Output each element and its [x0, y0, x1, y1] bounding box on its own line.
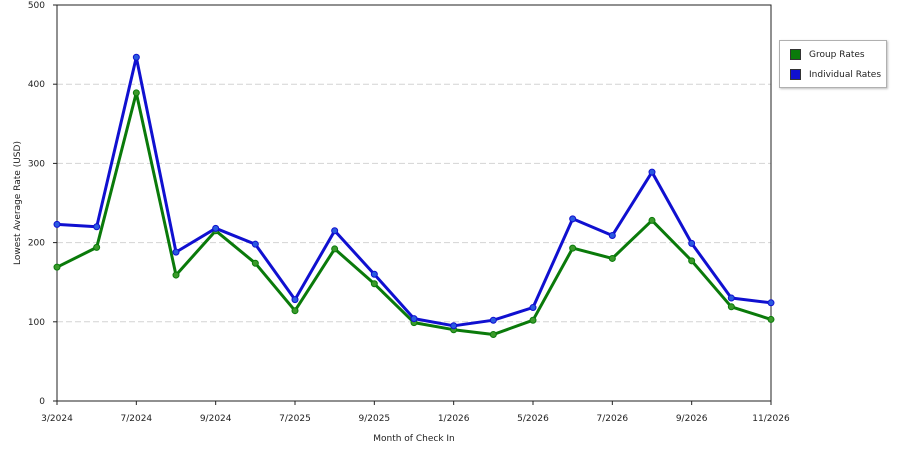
legend-swatch-group: [790, 49, 801, 60]
series-line-group-rates: [56, 91, 772, 336]
point-group-rates-15: [648, 216, 656, 224]
point-group-rates-2: [132, 89, 140, 97]
point-individual-rates-17: [727, 294, 735, 302]
x-tick-label-2: 9/2024: [200, 414, 232, 424]
y-tick-label-100: 100: [28, 318, 45, 328]
point-group-rates-18: [767, 315, 775, 323]
point-individual-rates-4: [212, 224, 220, 232]
point-group-rates-6: [291, 307, 299, 315]
point-individual-rates-9: [410, 315, 418, 323]
point-individual-rates-14: [608, 231, 616, 239]
point-individual-rates-15: [648, 168, 656, 176]
grid: [57, 83, 771, 323]
point-individual-rates-10: [450, 322, 458, 330]
point-group-rates-7: [331, 245, 339, 253]
point-group-rates-12: [529, 316, 537, 324]
point-individual-rates-6: [291, 296, 299, 304]
point-individual-rates-7: [331, 227, 339, 235]
point-group-rates-8: [370, 280, 378, 288]
axes: [53, 4, 772, 405]
x-tick-label-4: 9/2025: [358, 414, 390, 424]
y-tick-label-200: 200: [28, 239, 45, 249]
x-axis-title: Month of Check In: [373, 434, 455, 444]
x-tick-label-6: 5/2026: [517, 414, 549, 424]
y-axis-title: Lowest Average Rate (USD): [13, 141, 23, 265]
point-group-rates-0: [53, 263, 61, 271]
point-group-rates-14: [608, 254, 616, 262]
point-group-rates-3: [172, 271, 180, 279]
point-group-rates-5: [251, 259, 259, 267]
tick-labels: 0 100 200 300 400 500 3/2024 7/2024 9/2024 7/2025…: [28, 1, 790, 424]
point-group-rates-17: [727, 303, 735, 311]
y-tick-label-400: 400: [28, 80, 45, 90]
series-line-individual-rates: [56, 55, 772, 328]
x-tick-label-0: 3/2024: [41, 414, 73, 424]
point-individual-rates-13: [569, 215, 577, 223]
point-individual-rates-11: [489, 316, 497, 324]
point-individual-rates-1: [93, 223, 101, 231]
legend: Group Rates Individual Rates: [779, 40, 887, 88]
x-tick-label-9: 11/2026: [752, 414, 790, 424]
point-individual-rates-3: [172, 248, 180, 256]
legend-label-individual: Individual Rates: [809, 69, 882, 80]
plot-frame: [56, 4, 772, 402]
point-individual-rates-16: [688, 239, 696, 247]
point-individual-rates-18: [767, 299, 775, 307]
legend-item-individual: Individual Rates: [790, 69, 881, 80]
point-individual-rates-12: [529, 304, 537, 312]
x-tick-label-7: 7/2026: [596, 414, 628, 424]
point-group-rates-16: [688, 257, 696, 265]
point-individual-rates-5: [251, 240, 259, 248]
y-tick-label-500: 500: [28, 1, 45, 11]
y-tick-label-300: 300: [28, 159, 45, 169]
point-individual-rates-0: [53, 220, 61, 228]
legend-label-group: Group Rates: [809, 49, 865, 60]
y-tick-label-0: 0: [39, 397, 45, 407]
legend-swatch-individual: [790, 69, 801, 80]
point-individual-rates-8: [370, 270, 378, 278]
legend-item-group: Group Rates: [790, 49, 865, 60]
point-group-rates-11: [489, 330, 497, 338]
series-lines: [53, 53, 775, 338]
x-tick-label-5: 1/2026: [438, 414, 470, 424]
x-tick-label-3: 7/2025: [279, 414, 311, 424]
x-tick-label-8: 9/2026: [676, 414, 708, 424]
point-group-rates-1: [93, 243, 101, 251]
point-group-rates-13: [569, 244, 577, 252]
point-individual-rates-2: [132, 53, 140, 61]
x-tick-label-1: 7/2024: [120, 414, 152, 424]
